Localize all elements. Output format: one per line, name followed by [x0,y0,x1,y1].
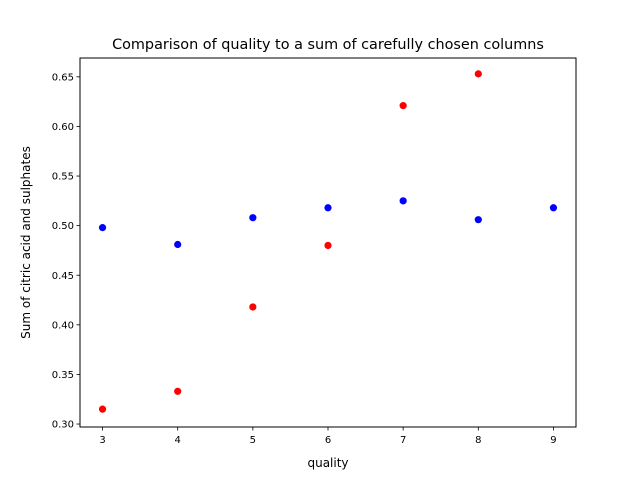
x-tick-label: 7 [400,435,406,446]
data-point-series-1 [324,204,332,212]
y-tick-label: 0.35 [52,370,74,381]
y-tick-label: 0.60 [52,122,74,133]
data-point-series-2 [98,405,107,413]
x-tick-label: 4 [175,435,181,446]
x-tick-label: 8 [475,435,481,446]
x-tick-label: 9 [550,435,556,446]
y-tick-label: 0.30 [52,420,74,431]
y-tick-label: 0.40 [52,320,74,331]
data-point-series-2 [399,102,407,110]
x-tick-label: 6 [325,435,331,446]
data-point-series-2 [174,387,182,395]
x-tick-label: 5 [250,435,256,446]
y-tick-label: 0.65 [52,72,74,83]
data-point-series-1 [399,197,407,205]
y-tick-label: 0.55 [52,172,74,183]
data-point-series-1 [98,224,107,232]
axes-frame [79,57,577,428]
data-point-series-2 [324,241,332,250]
data-point-series-1 [174,240,182,249]
y-tick-label: 0.45 [52,271,74,282]
y-axis-label: Sum of citric acid and sulphates [19,146,33,339]
data-point-series-1 [549,204,558,212]
x-axis-label: quality [307,456,348,470]
data-point-series-1 [474,216,482,224]
data-point-series-1 [249,214,257,222]
data-point-series-2 [474,70,482,78]
data-point-series-2 [249,303,257,311]
plot-area: 3 4 5 6 7 8 9 0.30 0.35 0.40 0.45 0.50 0.55 0.60 0.65 [52,70,558,446]
y-tick-label: 0.50 [52,221,74,232]
x-tick-label: 3 [99,435,105,446]
chart-title: Comparison of quality to a sum of carefu… [112,37,544,53]
